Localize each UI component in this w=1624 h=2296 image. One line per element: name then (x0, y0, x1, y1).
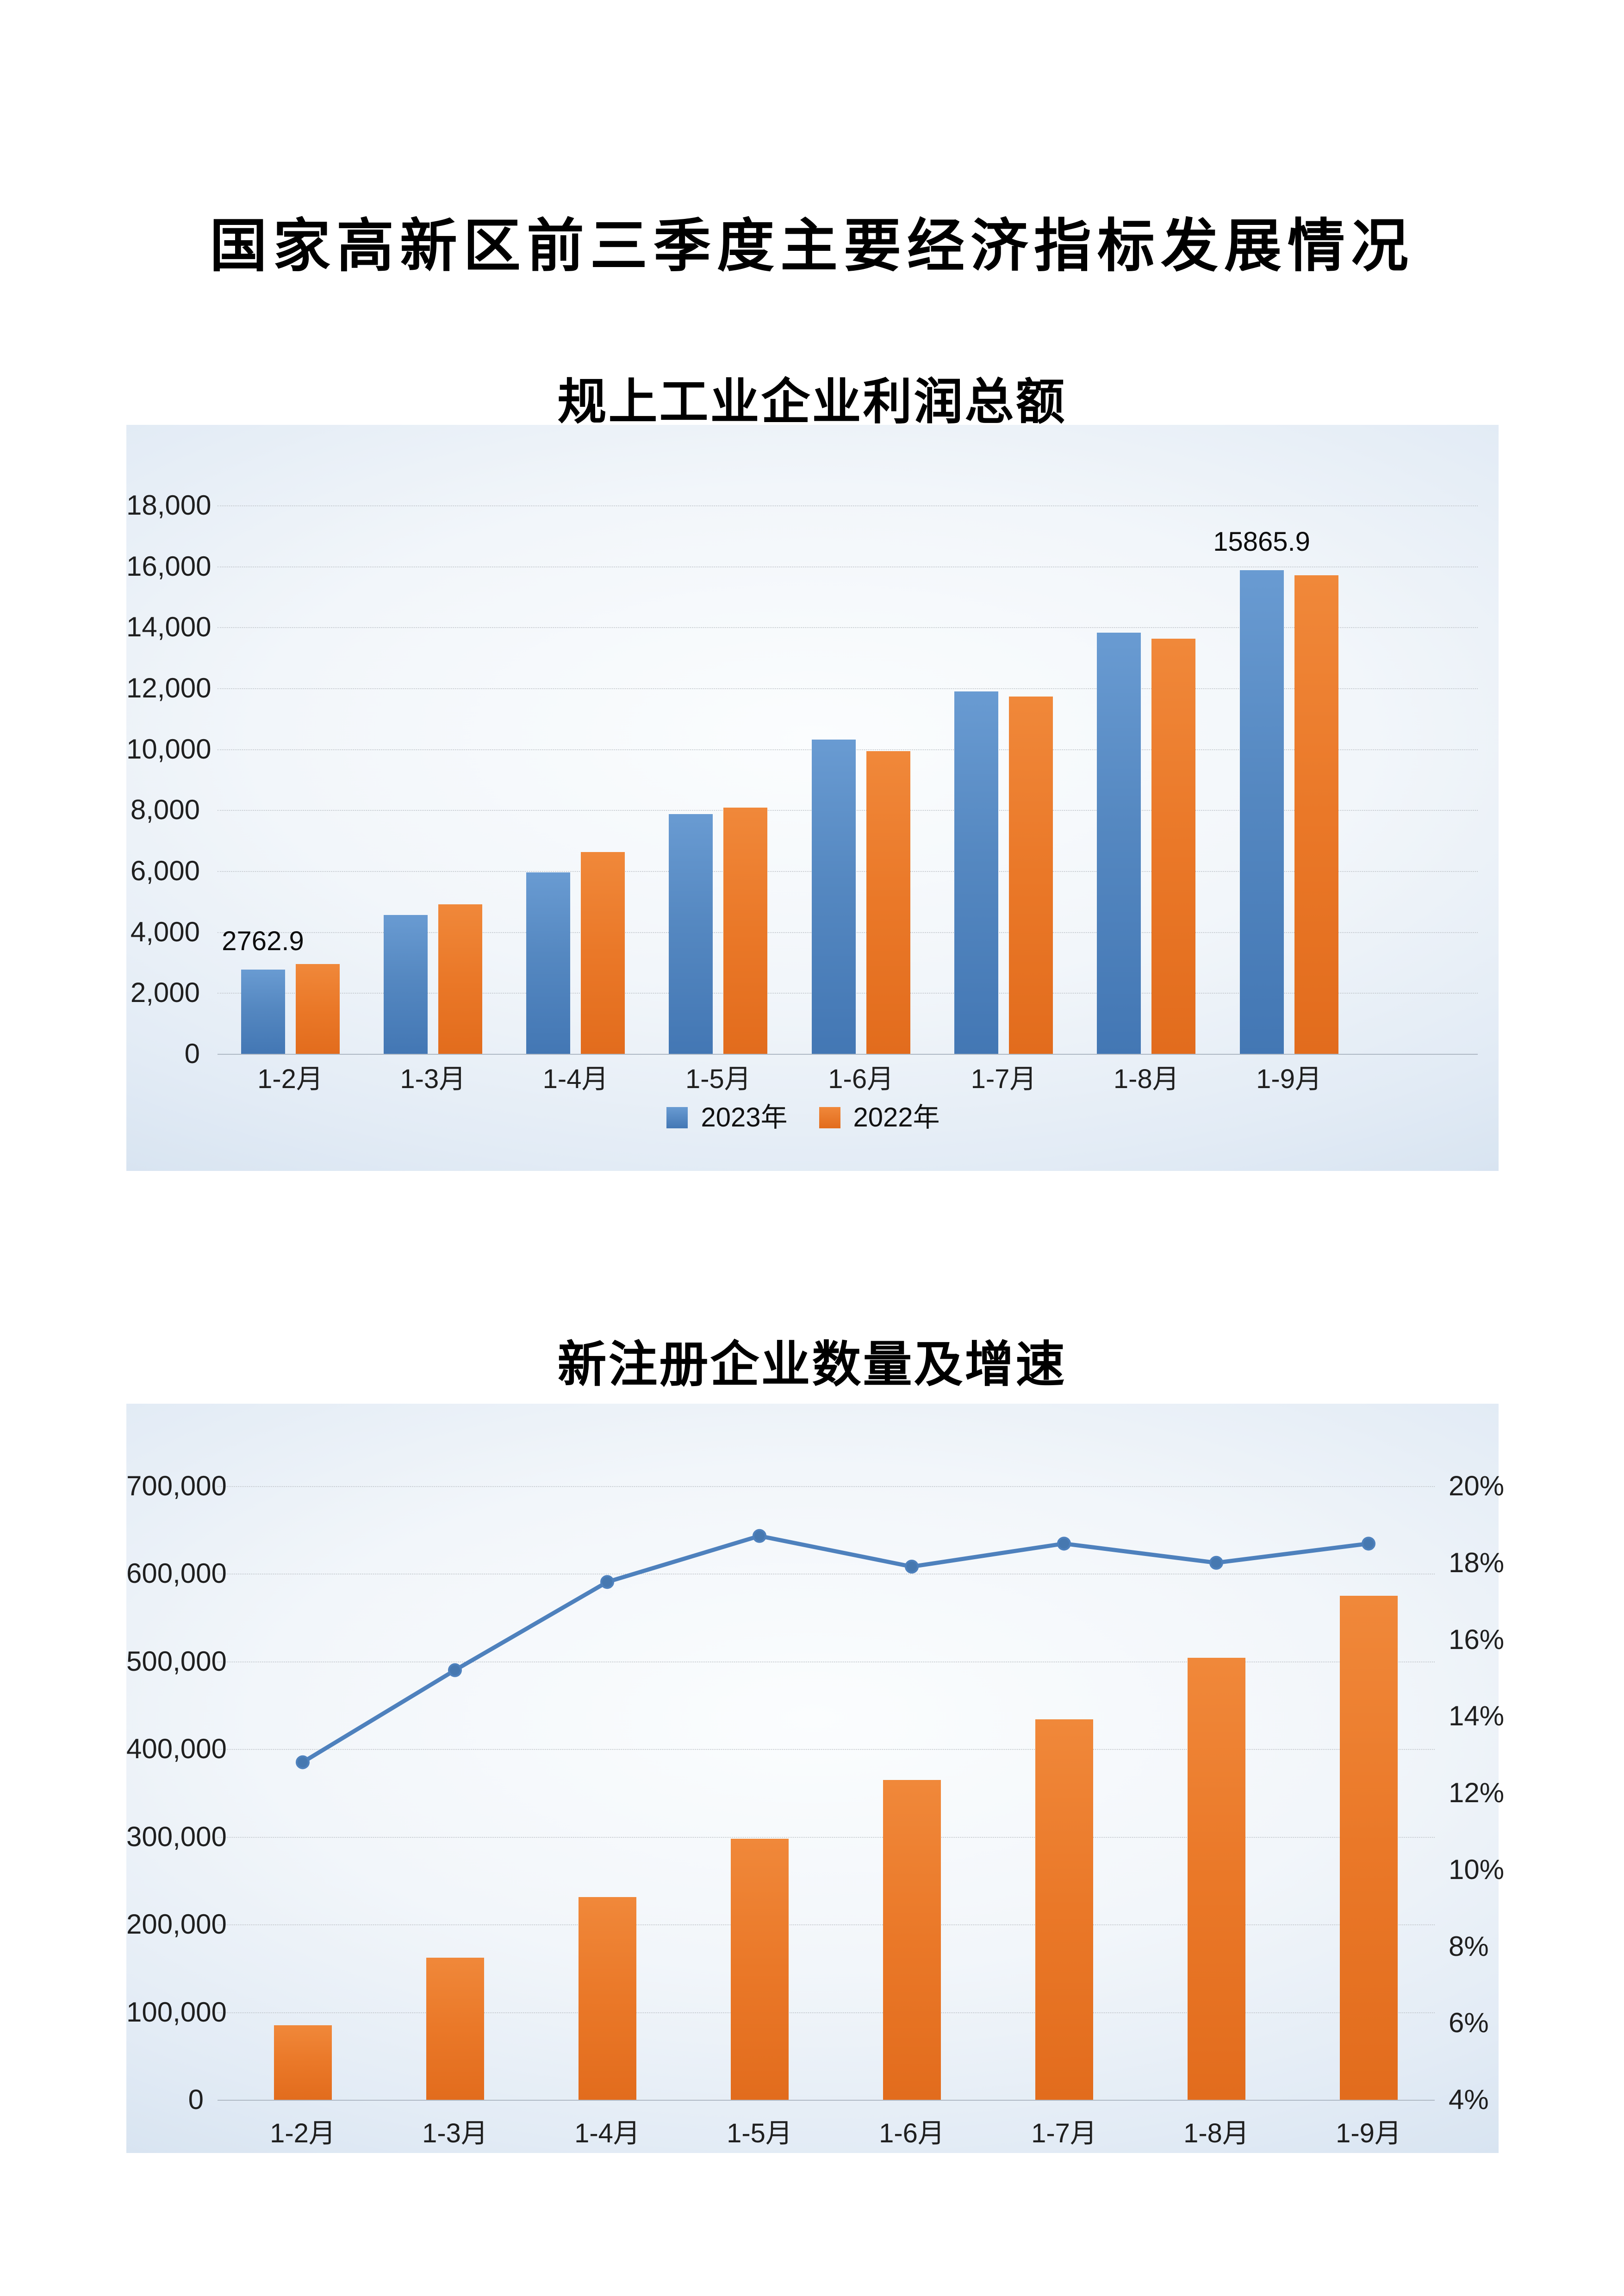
line-marker (448, 1663, 462, 1677)
y-axis-label: 4,000 (130, 916, 200, 947)
y-axis-left-label: 0 (188, 2084, 204, 2115)
bar-2023年-1-3月 (383, 915, 428, 1054)
x-axis-label: 1-9月 (1256, 1064, 1322, 1094)
x-axis-label: 1-2月 (257, 1064, 323, 1094)
x-axis-label: 1-5月 (685, 1064, 751, 1094)
growth-rate-line (296, 1529, 1375, 1769)
legend-label: 2023年 (701, 1102, 788, 1132)
x-axis-label: 1-6月 (879, 2118, 945, 2148)
x-axis-line (218, 2100, 1435, 2101)
bar-1-4月 (578, 1897, 636, 2100)
y-axis-label: 10,000 (126, 733, 212, 765)
line-marker (905, 1560, 919, 1574)
x-axis-label: 1-3月 (400, 1064, 466, 1094)
y-axis-right-label: 16% (1449, 1624, 1505, 1655)
bar-2022年-1-3月 (438, 904, 482, 1054)
x-axis-label: 1-8月 (1183, 2118, 1249, 2148)
bar-2023年-1-5月 (669, 814, 713, 1054)
chart2-title: 新注册企业数量及增速 (557, 1338, 1067, 1392)
line-marker (1057, 1537, 1071, 1551)
bar-2022年-1-8月 (1151, 639, 1196, 1054)
y-axis-right-label: 12% (1449, 1777, 1505, 1808)
y-axis-label: 12,000 (126, 672, 212, 703)
y-gridline (218, 688, 1478, 689)
x-axis-label: 1-6月 (828, 1064, 894, 1094)
y-gridline (218, 505, 1478, 506)
y-axis-label: 0 (184, 1038, 200, 1069)
x-axis-label: 1-4月 (574, 2118, 640, 2148)
bar-2023年-1-9月 (1239, 570, 1284, 1054)
y-gridline (218, 1836, 1435, 1838)
value-label: 15865.9 (1213, 527, 1310, 557)
bar-2022年-1-6月 (866, 751, 910, 1054)
x-axis-label: 1-8月 (1113, 1064, 1179, 1094)
legend-swatch-2023年 (666, 1107, 688, 1128)
x-axis-label: 1-7月 (1031, 2118, 1097, 2148)
bar-2023年-1-6月 (811, 739, 856, 1054)
bar-2023年-1-7月 (954, 691, 998, 1054)
x-axis-label: 1-2月 (270, 2118, 336, 2148)
bar-2023年-1-4月 (526, 872, 571, 1054)
value-label: 2762.9 (222, 926, 304, 957)
bar-1-5月 (730, 1838, 789, 2100)
y-gridline (218, 1661, 1435, 1662)
line-marker (753, 1529, 766, 1543)
bar-2022年-1-9月 (1294, 575, 1338, 1054)
bar-1-2月 (274, 2025, 332, 2100)
legend-label: 2022年 (853, 1102, 940, 1132)
chart1-legend: 2023年 2022年 (126, 1104, 1499, 1131)
bar-1-8月 (1187, 1658, 1245, 2100)
y-axis-right-label: 14% (1449, 1700, 1505, 1732)
x-axis-line (218, 1054, 1478, 1055)
bar-1-7月 (1035, 1719, 1093, 2100)
y-axis-right-label: 6% (1449, 2007, 1489, 2039)
y-gridline (218, 1924, 1435, 1926)
bar-1-6月 (883, 1780, 941, 2100)
line-marker (296, 1755, 310, 1769)
chart1-panel: 0 2,000 4,000 6,000 8,000 10,000 12,000 14,000 1… (126, 425, 1499, 1171)
legend-swatch-2022年 (819, 1107, 840, 1128)
bar-2023年-1-2月 (241, 970, 285, 1054)
line-path (300, 1534, 1371, 1765)
x-axis-label: 1-4月 (542, 1064, 609, 1094)
y-axis-label: 16,000 (126, 550, 212, 582)
x-axis-label: 1-5月 (727, 2118, 792, 2148)
y-axis-label: 2,000 (130, 977, 200, 1008)
x-axis-label: 1-9月 (1336, 2118, 1401, 2148)
x-axis-label: 1-7月 (971, 1064, 1037, 1094)
y-axis-label: 18,000 (126, 490, 212, 521)
bar-1-3月 (426, 1958, 484, 2100)
y-gridline (218, 1749, 1435, 1750)
chart2-panel: 0 100,000 200,000 300,000 400,000 500,000 600,… (126, 1404, 1504, 2153)
bar-2023年-1-8月 (1097, 633, 1141, 1054)
y-gridline (218, 627, 1478, 628)
y-axis-label: 14,000 (126, 611, 212, 643)
line-marker (600, 1575, 614, 1589)
y-axis-right-label: 20% (1449, 1470, 1505, 1501)
line-marker (1362, 1537, 1375, 1551)
bar-2022年-1-2月 (295, 964, 340, 1054)
y-gridline (218, 2012, 1435, 2013)
bar-2022年-1-5月 (723, 808, 768, 1054)
y-axis-label: 6,000 (130, 855, 200, 886)
bar-2022年-1-4月 (581, 852, 625, 1054)
chart1-title: 规上工业企业利润总额 (557, 375, 1067, 429)
y-axis-right-label: 10% (1449, 1854, 1505, 1885)
y-axis-right-label: 8% (1449, 1930, 1489, 1962)
bar-2022年-1-7月 (1009, 696, 1053, 1054)
y-gridline (218, 566, 1478, 567)
x-axis-label: 1-3月 (422, 2118, 488, 2148)
y-axis-right-label: 18% (1449, 1547, 1505, 1578)
y-gridline (218, 1486, 1435, 1487)
y-axis-right-label: 4% (1449, 2084, 1489, 2115)
page-title: 国家高新区前三季度主要经济指标发展情况 (209, 214, 1414, 278)
bar-1-9月 (1339, 1595, 1398, 2100)
line-marker (1209, 1556, 1223, 1570)
y-axis-label: 8,000 (130, 794, 200, 826)
